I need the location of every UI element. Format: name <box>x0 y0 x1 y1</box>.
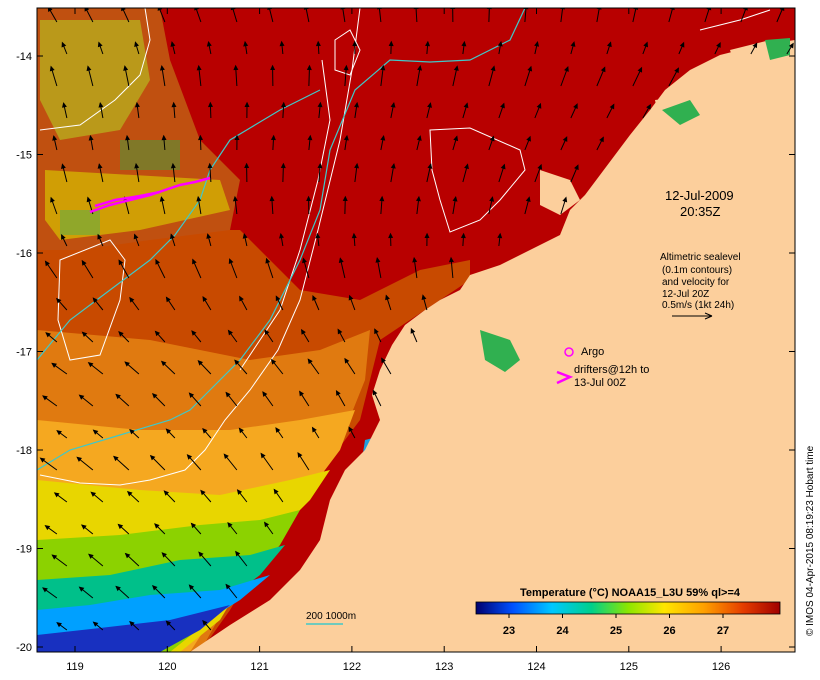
velocity-note-5: 0.5m/s (1kt 24h) <box>662 300 734 311</box>
isobath-legend: 200 1000m <box>306 611 356 625</box>
longitude-axis: 119 120 121 122 123 124 125 126 <box>66 8 730 673</box>
drifter-legend: drifters@12h to 13-Jul 00Z <box>556 364 649 389</box>
lat-tick-label: -17 <box>16 347 32 359</box>
argo-legend: Argo <box>564 346 604 358</box>
colorbar-tick-label: 26 <box>663 625 675 637</box>
drifters-label-1: drifters@12h to <box>574 364 649 376</box>
colorbar-tick-label: 25 <box>610 625 622 637</box>
colorbar-tick-label: 24 <box>556 625 569 637</box>
velocity-note-3: and velocity for <box>662 277 730 288</box>
argo-marker <box>564 347 574 357</box>
drifters-label-2: 13-Jul 00Z <box>574 377 626 389</box>
drifter-tracks <box>89 176 211 214</box>
lat-tick-label: -15 <box>16 150 32 162</box>
colorbar-ticks: 23 24 25 26 27 <box>503 614 729 637</box>
colorbar-tick-label: 27 <box>717 625 729 637</box>
lon-tick-label: 125 <box>620 661 638 673</box>
velocity-note-4: 12-Jul 20Z <box>662 289 709 300</box>
velocity-note-1: Altimetric sealevel <box>660 252 741 263</box>
lat-tick-label: -18 <box>16 445 32 457</box>
lat-tick-label: -16 <box>16 248 32 260</box>
lon-tick-label: 126 <box>712 661 730 673</box>
lon-tick-label: 120 <box>158 661 176 673</box>
lon-tick-label: 123 <box>435 661 453 673</box>
lat-tick-label: -14 <box>16 51 32 63</box>
lon-tick-label: 119 <box>66 661 84 673</box>
lon-tick-label: 122 <box>343 661 361 673</box>
colorbar: Temperature (°C) NOAA15_L3U 59% ql>=4 23… <box>475 587 781 637</box>
colorbar-tick-label: 23 <box>503 625 515 637</box>
velocity-legend: Altimetric sealevel (0.1m contours) and … <box>660 252 741 320</box>
lon-tick-label: 124 <box>527 661 545 673</box>
velocity-note-2: (0.1m contours) <box>662 265 732 276</box>
lon-tick-label: 121 <box>250 661 268 673</box>
credit: © IMOS 04-Apr-2015 08:19:23 Hobart time <box>805 445 816 636</box>
datetime-line-1: 12-Jul-2009 <box>665 188 734 203</box>
datetime-line-2: 20:35Z <box>680 204 721 219</box>
argo-label: Argo <box>581 346 604 358</box>
lat-tick-label: -19 <box>16 544 32 556</box>
colorbar-title: Temperature (°C) NOAA15_L3U 59% ql>=4 <box>520 587 741 599</box>
latitude-axis: -14 -15 -16 -17 -18 -19 -20 <box>16 51 795 654</box>
drifter-marker <box>556 370 574 385</box>
lat-tick-label: -20 <box>16 642 32 654</box>
isobath-label: 200 1000m <box>306 611 356 622</box>
